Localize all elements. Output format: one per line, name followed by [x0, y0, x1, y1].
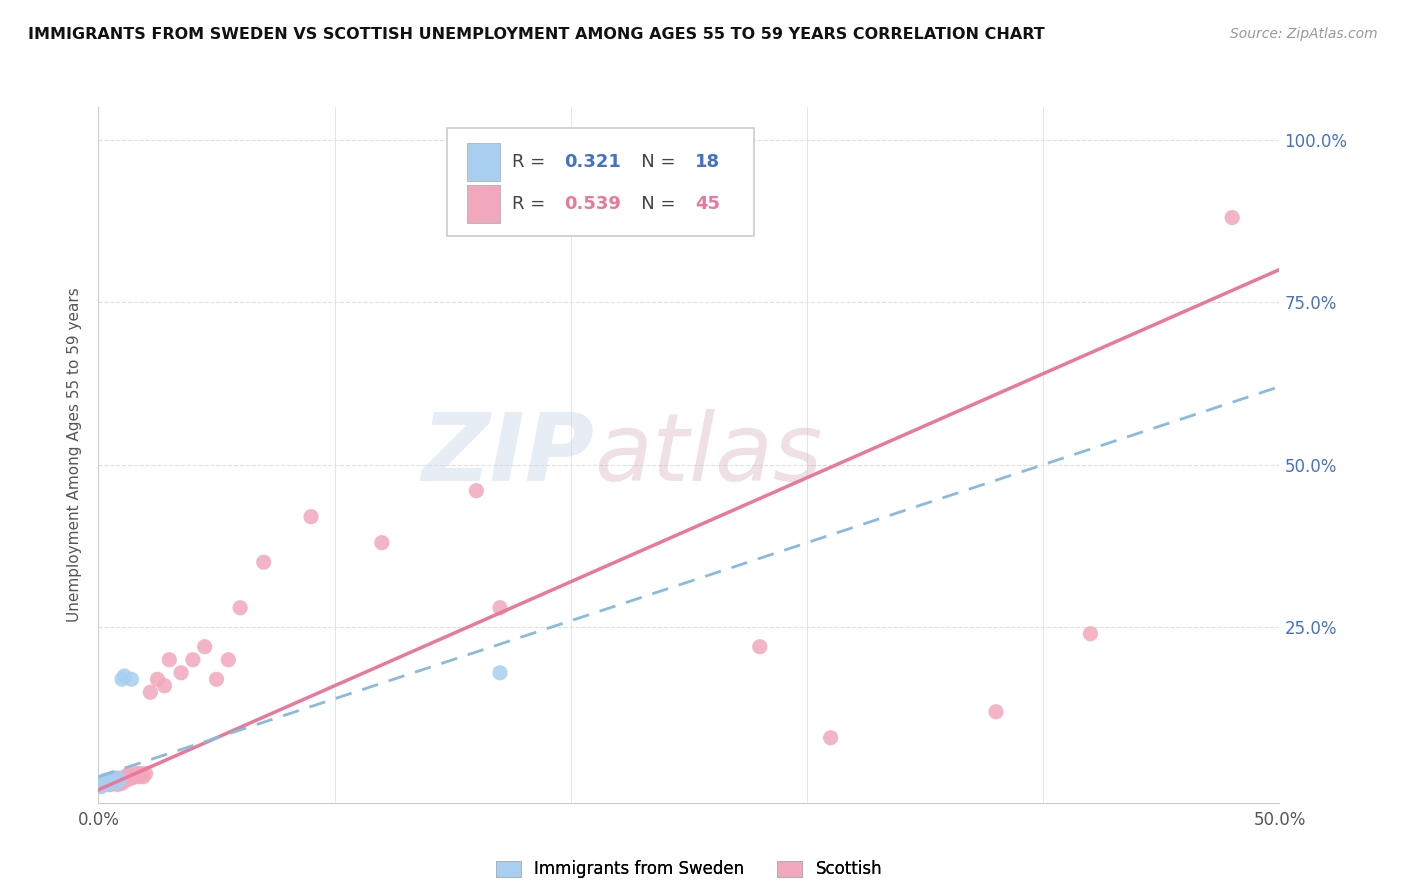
Point	[111, 776, 134, 790]
Point	[299, 509, 322, 524]
Point	[121, 672, 143, 686]
Point	[118, 766, 141, 780]
Point	[94, 772, 117, 787]
Point	[105, 771, 128, 785]
Point	[146, 672, 169, 686]
Point	[108, 772, 131, 787]
Text: Source: ZipAtlas.com: Source: ZipAtlas.com	[1230, 27, 1378, 41]
Text: 0.539: 0.539	[564, 195, 620, 213]
Point	[115, 772, 138, 787]
Point	[217, 653, 239, 667]
FancyBboxPatch shape	[467, 185, 501, 223]
Point	[465, 483, 488, 498]
Text: N =: N =	[624, 153, 682, 170]
Point	[153, 679, 176, 693]
Point	[97, 778, 120, 792]
Point	[98, 776, 121, 790]
Text: 0.321: 0.321	[564, 153, 620, 170]
Point	[129, 766, 152, 780]
Point	[101, 776, 124, 790]
Point	[94, 776, 117, 790]
Text: 45: 45	[695, 195, 720, 213]
Point	[1080, 626, 1102, 640]
Point	[98, 778, 121, 792]
Point	[101, 771, 124, 785]
Point	[984, 705, 1007, 719]
Text: ZIP: ZIP	[422, 409, 595, 501]
Text: N =: N =	[624, 195, 682, 213]
Text: R =: R =	[512, 153, 551, 170]
Point	[111, 672, 134, 686]
Text: atlas: atlas	[595, 409, 823, 500]
Point	[125, 766, 148, 780]
Point	[91, 776, 114, 790]
Point	[112, 669, 135, 683]
Point	[101, 775, 124, 789]
Text: IMMIGRANTS FROM SWEDEN VS SCOTTISH UNEMPLOYMENT AMONG AGES 55 TO 59 YEARS CORREL: IMMIGRANTS FROM SWEDEN VS SCOTTISH UNEMP…	[28, 27, 1045, 42]
Point	[90, 780, 112, 794]
Legend: Immigrants from Sweden, Scottish: Immigrants from Sweden, Scottish	[489, 854, 889, 885]
Point	[489, 600, 512, 615]
Text: 18: 18	[695, 153, 720, 170]
Point	[91, 778, 114, 792]
Point	[108, 772, 131, 787]
Point	[489, 665, 512, 680]
Point	[132, 770, 155, 784]
Point	[104, 775, 127, 789]
Point	[205, 672, 228, 686]
Point	[94, 776, 117, 790]
Point	[181, 653, 204, 667]
Point	[90, 780, 112, 794]
Point	[122, 770, 145, 784]
Point	[139, 685, 162, 699]
Point	[118, 770, 141, 784]
Point	[112, 772, 135, 787]
FancyBboxPatch shape	[467, 143, 501, 181]
Point	[97, 775, 120, 789]
Point	[104, 772, 127, 787]
Point	[194, 640, 217, 654]
Point	[170, 665, 193, 680]
Point	[98, 772, 121, 787]
Y-axis label: Unemployment Among Ages 55 to 59 years: Unemployment Among Ages 55 to 59 years	[67, 287, 83, 623]
Point	[98, 772, 121, 787]
Point	[112, 770, 135, 784]
Point	[105, 778, 128, 792]
Point	[820, 731, 842, 745]
Point	[104, 771, 127, 785]
Point	[748, 640, 770, 654]
Point	[1220, 211, 1243, 225]
Point	[121, 771, 143, 785]
Point	[135, 766, 157, 780]
Point	[108, 776, 131, 790]
Text: R =: R =	[512, 195, 551, 213]
Point	[229, 600, 252, 615]
FancyBboxPatch shape	[447, 128, 754, 235]
Point	[157, 653, 180, 667]
Point	[128, 770, 150, 784]
Point	[371, 535, 394, 549]
Point	[97, 772, 120, 787]
Point	[253, 555, 276, 569]
Point	[105, 775, 128, 789]
